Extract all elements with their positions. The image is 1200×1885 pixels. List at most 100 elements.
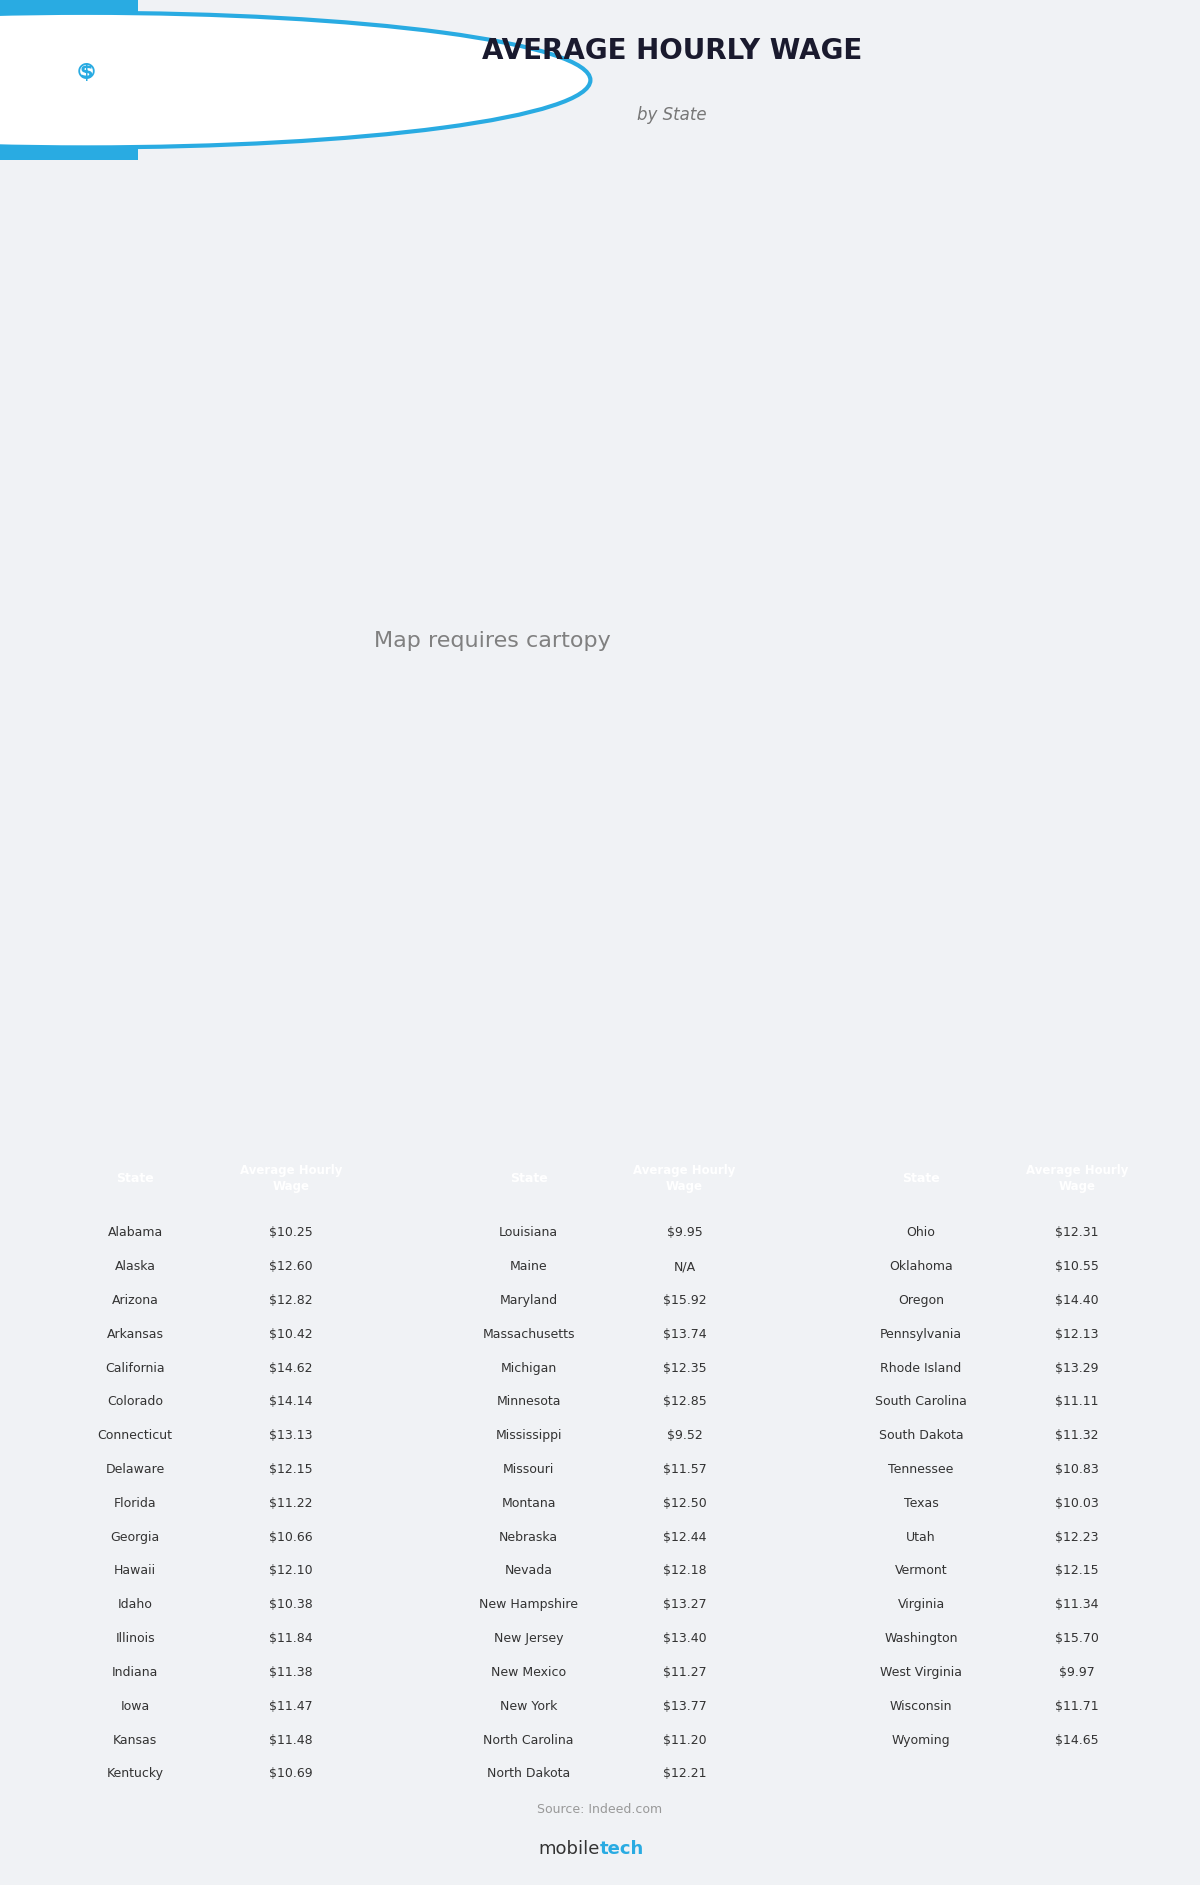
Text: $12.15: $12.15 [269, 1463, 313, 1476]
Text: State: State [510, 1172, 547, 1184]
Text: $13.77: $13.77 [662, 1700, 707, 1713]
Text: $12.10: $12.10 [269, 1565, 313, 1578]
Text: Utah: Utah [906, 1531, 936, 1544]
Text: $15.70: $15.70 [1055, 1632, 1099, 1646]
Text: $12.13: $12.13 [1055, 1327, 1099, 1340]
Text: $15.92: $15.92 [662, 1293, 707, 1306]
Text: South Dakota: South Dakota [878, 1429, 964, 1442]
Text: $: $ [79, 62, 94, 81]
Text: Georgia: Georgia [110, 1531, 160, 1544]
Text: New Hampshire: New Hampshire [479, 1598, 578, 1612]
Text: Wisconsin: Wisconsin [890, 1700, 953, 1713]
Text: $12.44: $12.44 [662, 1531, 707, 1544]
Circle shape [0, 13, 590, 147]
Text: Kansas: Kansas [113, 1734, 157, 1747]
Text: Minnesota: Minnesota [497, 1395, 560, 1408]
Text: Texas: Texas [904, 1497, 938, 1510]
Text: North Carolina: North Carolina [484, 1734, 574, 1747]
Text: Oregon: Oregon [898, 1293, 944, 1306]
Text: $14.14: $14.14 [269, 1395, 313, 1408]
Text: Arkansas: Arkansas [107, 1327, 163, 1340]
Text: Average Hourly
Wage: Average Hourly Wage [634, 1163, 736, 1193]
Text: New York: New York [500, 1700, 558, 1713]
Text: N/A: N/A [673, 1259, 696, 1272]
Text: Kentucky: Kentucky [107, 1768, 163, 1779]
FancyBboxPatch shape [0, 0, 138, 160]
Text: $12.21: $12.21 [662, 1768, 707, 1779]
Text: $11.11: $11.11 [1055, 1395, 1099, 1408]
Text: Massachusetts: Massachusetts [482, 1327, 575, 1340]
Text: $12.35: $12.35 [662, 1361, 707, 1374]
Text: Colorado: Colorado [107, 1395, 163, 1408]
Text: Nevada: Nevada [505, 1565, 553, 1578]
Text: $10.03: $10.03 [1055, 1497, 1099, 1510]
Text: $14.65: $14.65 [1055, 1734, 1099, 1747]
Text: Virginia: Virginia [898, 1598, 944, 1612]
Text: $12.50: $12.50 [662, 1497, 707, 1510]
Text: Michigan: Michigan [500, 1361, 557, 1374]
Text: Oklahoma: Oklahoma [889, 1259, 953, 1272]
Text: $12.60: $12.60 [269, 1259, 313, 1272]
Text: mobile: mobile [539, 1840, 600, 1859]
Text: Pennsylvania: Pennsylvania [880, 1327, 962, 1340]
Text: Mississippi: Mississippi [496, 1429, 562, 1442]
Text: Maine: Maine [510, 1259, 547, 1272]
Text: $14.40: $14.40 [1055, 1293, 1099, 1306]
Text: $10.25: $10.25 [269, 1227, 313, 1238]
Text: $10.69: $10.69 [269, 1768, 313, 1779]
Text: $10.42: $10.42 [269, 1327, 313, 1340]
Text: $13.74: $13.74 [662, 1327, 707, 1340]
Text: Rhode Island: Rhode Island [881, 1361, 961, 1374]
Text: $12.15: $12.15 [1055, 1565, 1099, 1578]
Text: Indiana: Indiana [112, 1666, 158, 1680]
Text: Illinois: Illinois [115, 1632, 155, 1646]
Text: Iowa: Iowa [120, 1700, 150, 1713]
Text: Florida: Florida [114, 1497, 156, 1510]
Text: Montana: Montana [502, 1497, 556, 1510]
Text: $13.27: $13.27 [662, 1598, 707, 1612]
Text: Wyoming: Wyoming [892, 1734, 950, 1747]
Text: Source: Indeed.com: Source: Indeed.com [538, 1802, 662, 1815]
Text: $11.32: $11.32 [1055, 1429, 1099, 1442]
Text: $11.71: $11.71 [1055, 1700, 1099, 1713]
Text: $11.48: $11.48 [269, 1734, 313, 1747]
Text: Alaska: Alaska [115, 1259, 156, 1272]
Text: ⊙: ⊙ [76, 60, 97, 85]
Text: $11.47: $11.47 [269, 1700, 313, 1713]
Text: $9.95: $9.95 [667, 1227, 702, 1238]
Text: Nebraska: Nebraska [499, 1531, 558, 1544]
Text: Average Hourly
Wage: Average Hourly Wage [1026, 1163, 1128, 1193]
Text: $11.22: $11.22 [269, 1497, 313, 1510]
Text: $10.55: $10.55 [1055, 1259, 1099, 1272]
Text: South Carolina: South Carolina [875, 1395, 967, 1408]
Text: Vermont: Vermont [895, 1565, 948, 1578]
Text: New Jersey: New Jersey [494, 1632, 564, 1646]
Text: New Mexico: New Mexico [491, 1666, 566, 1680]
Text: Average Hourly
Wage: Average Hourly Wage [240, 1163, 342, 1193]
Text: $10.83: $10.83 [1055, 1463, 1099, 1476]
Text: $13.13: $13.13 [269, 1429, 313, 1442]
Text: $9.52: $9.52 [667, 1429, 702, 1442]
Text: Idaho: Idaho [118, 1598, 152, 1612]
Text: $12.18: $12.18 [662, 1565, 707, 1578]
Text: $9.97: $9.97 [1060, 1666, 1094, 1680]
Text: $11.34: $11.34 [1055, 1598, 1099, 1612]
Text: $10.66: $10.66 [269, 1531, 313, 1544]
Text: Louisiana: Louisiana [499, 1227, 558, 1238]
Text: by State: by State [637, 106, 707, 124]
Text: Tennessee: Tennessee [888, 1463, 954, 1476]
Text: State: State [902, 1172, 940, 1184]
Text: Hawaii: Hawaii [114, 1565, 156, 1578]
Text: Maryland: Maryland [499, 1293, 558, 1306]
Text: West Virginia: West Virginia [880, 1666, 962, 1680]
Text: Washington: Washington [884, 1632, 958, 1646]
Text: $12.82: $12.82 [269, 1293, 313, 1306]
Text: Connecticut: Connecticut [97, 1429, 173, 1442]
Text: Delaware: Delaware [106, 1463, 164, 1476]
Text: $11.38: $11.38 [269, 1666, 313, 1680]
Text: $11.84: $11.84 [269, 1632, 313, 1646]
Text: $14.62: $14.62 [269, 1361, 313, 1374]
Text: tech: tech [600, 1840, 644, 1859]
Text: AVERAGE HOURLY WAGE: AVERAGE HOURLY WAGE [482, 38, 862, 66]
Text: $12.85: $12.85 [662, 1395, 707, 1408]
